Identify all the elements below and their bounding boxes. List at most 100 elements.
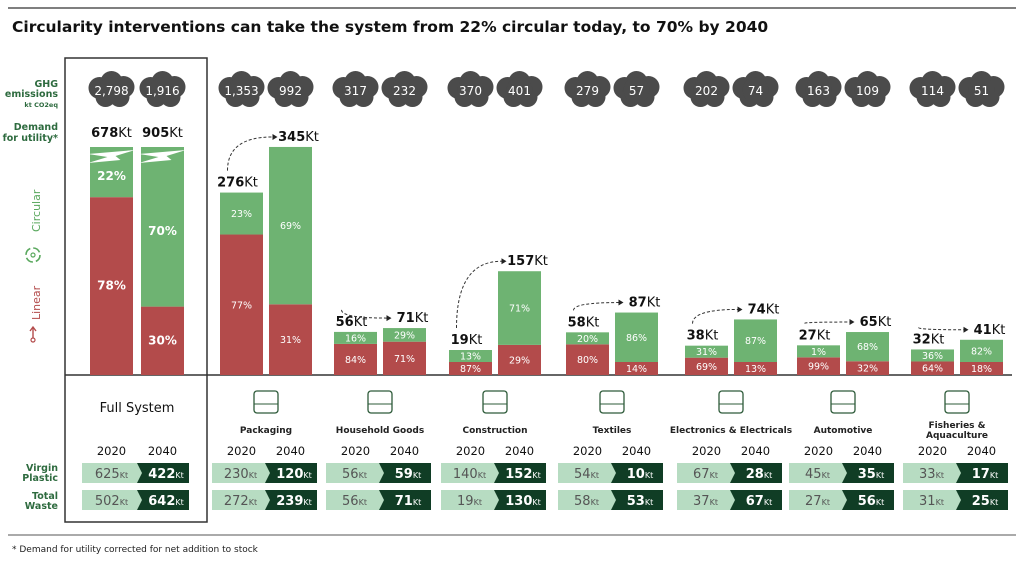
demand-label: 905Kt [142,126,183,141]
circular-segment [141,147,184,307]
ghg-value: 57 [629,84,644,98]
growth-arrow [804,321,850,324]
circular-segment [269,146,312,305]
ghg-cloud-icon [844,71,891,107]
circular-pct-label: 69% [280,221,301,232]
demand-value: 19 [451,333,469,348]
ghg-cloud-icon [267,71,314,107]
ghg-cloud-icon [683,71,730,107]
circular-pct-label: 70% [148,224,177,238]
circular-icon [25,247,41,263]
demand-unit: Kt [878,315,892,330]
category-label: Aquaculture [926,431,988,441]
waste-2020-value: 56Kt [342,494,367,509]
ghg-value: 317 [344,84,367,98]
year-label: 2040 [622,444,651,458]
demand-value: 65 [860,315,878,330]
linear-pct-label: 18% [971,364,992,375]
year-label: 2040 [276,444,305,458]
demand-label: 157Kt [507,254,548,269]
waste-2020-value: 502Kt [95,494,128,509]
ghg-cloud-icon [795,71,842,107]
waste-2020-cell [326,490,385,510]
demand-unit: Kt [415,311,429,326]
virgin-2040-cell [842,463,894,483]
category-group: 1%99%27Kt163202068%32%65Kt1092040Automot… [789,71,894,510]
ghg-value: 279 [576,84,599,98]
demand-value: 74 [748,302,766,317]
circular-pct-label: 31% [696,347,717,358]
virgin-2020-value: 625Kt [95,467,128,482]
demand-unit: Kt [118,126,132,141]
linear-segment [615,362,658,375]
ghg-cloud-icon [909,71,956,107]
circular-pct-label: 82% [971,346,992,357]
circular-segment [960,339,1003,362]
year-label: 2040 [741,444,770,458]
virgin-2020-cell [903,463,962,483]
demand-value: 56 [336,315,354,330]
bottle-carton-icon [253,390,279,414]
virgin-2020-cell [212,463,271,483]
demand-label: 56Kt [336,315,368,330]
waste-2020-value: 272Kt [224,494,257,509]
car-icon [830,390,856,414]
demand-label: 41Kt [974,323,1006,338]
fish-tank-icon [944,390,970,414]
demand-label: 65Kt [860,315,892,330]
waste-2020-cell [903,490,962,510]
growth-arrow [918,326,964,331]
ghg-cloud-icon [218,71,265,107]
demand-label: 678Kt [91,126,132,141]
waste-2020-value: 37Kt [693,494,718,509]
year-label: 2020 [692,444,721,458]
virgin-2020-cell [326,463,385,483]
demand-label: 32Kt [913,332,945,347]
full-system-frame [64,57,208,523]
demand-unit: Kt [469,333,483,348]
ghg-label: emissions [5,89,58,100]
linear-pct-label: 32% [857,364,878,375]
demand-label: 27Kt [799,328,831,343]
year-label: 2020 [573,444,602,458]
waste-2020-cell [558,490,617,510]
circular-segment [566,332,609,345]
demand-unit: Kt [586,315,600,330]
circular-pct-label: 16% [345,333,366,344]
arrow-head-icon [963,326,969,333]
linear-segment [90,197,133,375]
waste-2040-value: 25Kt [972,494,998,509]
ghg-cloud-icon [447,71,494,107]
linear-segment [269,304,312,375]
demand-value: 32 [913,332,931,347]
linear-segment [566,344,609,375]
virgin-2020-cell [677,463,736,483]
circular-pct-label: 71% [509,304,530,315]
category-group: 23%77%276Kt1,353202069%31%345Kt9922040Pa… [212,71,319,510]
linear-pct-label: 99% [808,362,829,373]
linear-segment [911,361,954,375]
virgin-2040-value: 17Kt [972,467,998,482]
waste-2040-value: 130Kt [505,494,541,509]
ghg-cloud-icon [496,71,543,107]
ghg-cloud-icon [732,71,779,107]
virgin-2040-value: 10Kt [627,467,653,482]
demand-value: 27 [799,328,817,343]
virgin-2040-value: 422Kt [148,467,184,482]
demand-value: 345 [278,130,305,145]
circular-segment [797,345,840,358]
linear-segment [797,357,840,375]
waste-2040-value: 642Kt [148,494,184,509]
virgin-2020-value: 45Kt [805,467,830,482]
growth-arrow [692,308,738,324]
demand-value: 41 [974,323,992,338]
linear-segment [960,362,1003,375]
growth-arrow [573,302,619,311]
ghg-cloud-icon [564,71,611,107]
legend: Circular Linear [25,189,43,343]
laptop-camera-icon [718,390,744,414]
arrow-head-icon [849,319,855,326]
growth-arrow [456,260,502,329]
category-group: 36%64%32Kt114202082%18%41Kt512040Fisheri… [903,71,1008,510]
ghg-value: 232 [393,84,416,98]
